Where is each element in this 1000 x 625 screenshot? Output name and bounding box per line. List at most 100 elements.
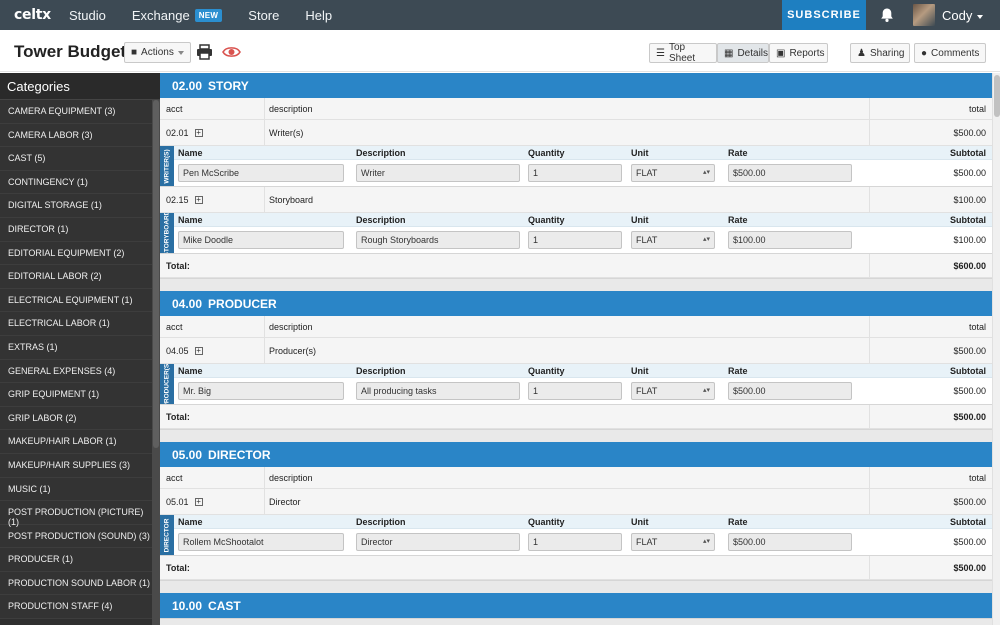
section-header[interactable]: 04.00 PRODUCER [160,291,992,316]
subscribe-button[interactable]: SUBSCRIBE [782,0,866,30]
rate-input[interactable]: $500.00 [728,164,852,182]
description-input[interactable]: All producing tasks [356,382,520,400]
section-total: $500.00 [953,562,986,573]
account-row[interactable]: 04.05 + Producer(s) $500.00 [160,338,992,364]
sidebar-item[interactable]: EXTRAS (1) [0,335,152,360]
quantity-input[interactable]: 1 [528,231,622,249]
account-number-cell: 02.01 + [160,120,265,145]
expand-icon[interactable]: + [194,345,203,355]
nav-store[interactable]: Store [248,7,280,23]
rate-input[interactable]: $100.00 [728,231,852,249]
sidebar-item[interactable]: DIGITAL STORAGE (1) [0,194,152,218]
account-row[interactable]: 02.01 + Writer(s) $500.00 [160,120,992,146]
name-input[interactable]: Mike Doodle [178,231,344,249]
section-header[interactable]: 05.00 DIRECTOR [160,442,992,467]
rate-input[interactable]: $500.00 [728,533,852,551]
expand-icon[interactable]: + [194,127,203,137]
detail-tab-text: WRITER(S) [163,148,171,184]
name-input[interactable]: Mr. Big [178,382,344,400]
unit-select[interactable]: FLAT ▴▾ [631,231,715,249]
detail-line-row: Mike Doodle Rough Storyboards 1 FLAT ▴▾ $100.… [174,227,992,253]
sharing-button[interactable]: ♟ Sharing [850,43,910,63]
quantity-input[interactable]: 1 [528,533,622,551]
account-description: Writer(s) [265,120,870,145]
name-cell: Mike Doodle [174,231,352,249]
chevron-down-icon [177,50,184,55]
nav-help[interactable]: Help [305,7,333,23]
quantity-cell: 1 [524,533,627,551]
description-input[interactable]: Rough Storyboards [356,231,520,249]
sidebar-item[interactable]: EDITORIAL EQUIPMENT (2) [0,241,152,266]
sidebar-item[interactable]: GRIP EQUIPMENT (1) [0,383,152,407]
nav-exchange[interactable]: Exchange NEW [132,8,223,23]
section-name: DIRECTOR [208,448,271,462]
sidebar-item[interactable]: CONTINGENCY (1) [0,170,152,195]
detail-tab-label: STORYBOARD [160,213,174,253]
sidebar-item[interactable]: ELECTRICAL EQUIPMENT (1) [0,288,152,313]
sidebar-item[interactable]: GENERAL EXPENSES (4) [0,359,152,384]
rate-input[interactable]: $500.00 [728,382,852,400]
sidebar-item[interactable]: PRODUCTION STAFF (4) [0,595,152,620]
unit-select[interactable]: FLAT ▴▾ [631,382,715,400]
actions-dropdown[interactable]: ■ Actions [124,42,191,63]
main-scroll-thumb[interactable] [994,75,1000,117]
user-menu[interactable]: Cody [942,8,984,23]
avatar[interactable] [913,4,935,26]
comments-button[interactable]: ● Comments [914,43,986,63]
account-description: Storyboard [265,187,870,212]
reports-button[interactable]: ▣ Reports [769,43,828,63]
quantity-input[interactable]: 1 [528,382,622,400]
quantity-header: Quantity [528,214,565,225]
bell-icon[interactable] [879,7,895,23]
sidebar-item[interactable]: POST PRODUCTION (PICTURE) (1) [0,501,152,527]
name-input[interactable]: Rollem McShootalot [178,533,344,551]
sidebar-item[interactable]: PRODUCER (1) [0,548,152,572]
name-header: Name [178,147,203,158]
acct-header: acct [160,467,265,488]
section-total: $500.00 [953,411,986,422]
top-sheet-button[interactable]: ☰ Top Sheet [649,42,717,64]
sidebar-item[interactable]: POST PRODUCTION (SOUND) (3) [0,524,152,549]
description-input[interactable]: Writer [356,164,520,182]
sidebar-item[interactable]: GRIP LABOR (2) [0,406,152,431]
budget-section: 02.00 STORY acct description total 02.01 + Writ… [160,73,992,279]
page-title: Tower Budget [14,42,127,61]
unit-select[interactable]: FLAT ▴▾ [631,533,715,551]
print-icon[interactable] [196,44,213,60]
eye-icon[interactable] [222,45,241,59]
name-input[interactable]: Pen McScribe [178,164,344,182]
expand-icon[interactable]: + [194,194,203,204]
account-description: Producer(s) [265,338,870,363]
sidebar-item[interactable]: DIRECTOR (1) [0,217,152,242]
unit-select[interactable]: FLAT ▴▾ [631,164,715,182]
sidebar-item[interactable]: ELECTRICAL LABOR (1) [0,312,152,336]
updown-arrows-icon: ▴▾ [702,169,710,176]
details-button[interactable]: ▦ Details [717,43,769,63]
section-name: STORY [208,79,249,93]
nav-studio[interactable]: Studio [69,7,106,23]
quantity-input[interactable]: 1 [528,164,622,182]
detail-line-row: Rollem McShootalot Director 1 FLAT ▴▾ $500.00… [174,529,992,555]
main-scrollbar[interactable] [992,73,1000,625]
account-number: 05.01 [166,496,189,507]
sidebar-item[interactable]: CAMERA EQUIPMENT (3) [0,100,152,124]
rate-cell: $500.00 [724,533,854,551]
sidebar-item[interactable]: CAMERA LABOR (3) [0,123,152,148]
sidebar-item[interactable]: MUSIC (1) [0,477,152,502]
sidebar-scrollbar[interactable] [152,100,160,625]
sidebar-item[interactable]: MAKEUP/HAIR LABOR (1) [0,430,152,454]
description-input[interactable]: Director [356,533,520,551]
expand-icon[interactable]: + [194,496,203,506]
sidebar-scroll-thumb[interactable] [153,100,159,448]
section-header[interactable]: 02.00 STORY [160,73,992,98]
sidebar-item[interactable]: EDITORIAL LABOR (2) [0,265,152,289]
celtx-logo[interactable]: celtx [14,7,51,23]
sidebar-item[interactable]: PRODUCTION SOUND LABOR (1) [0,571,152,596]
unit-value: FLAT [636,235,658,245]
sidebar-item[interactable]: MAKEUP/HAIR SUPPLIES (3) [0,453,152,478]
quantity-header: Quantity [528,147,565,158]
sidebar-item[interactable]: CAST (5) [0,147,152,171]
section-header[interactable]: 10.00 CAST [160,593,992,618]
account-row[interactable]: 02.15 + Storyboard $100.00 [160,187,992,213]
account-row[interactable]: 05.01 + Director $500.00 [160,489,992,515]
